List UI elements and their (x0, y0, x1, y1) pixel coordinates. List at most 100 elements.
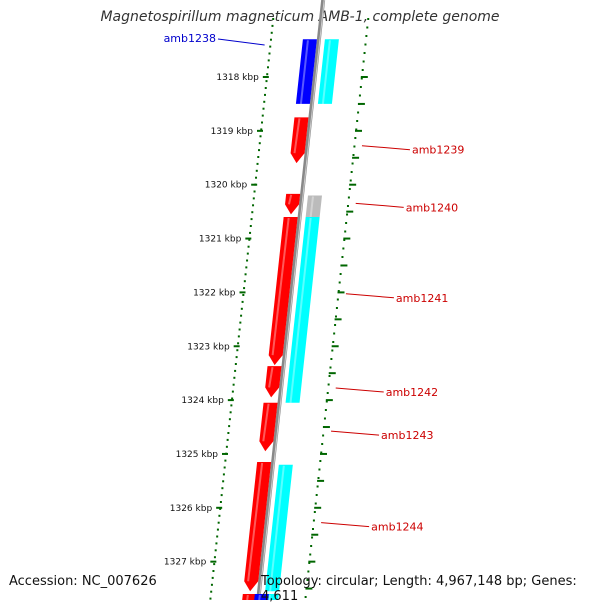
feature-highlight (289, 217, 312, 403)
ruler-dot (314, 502, 317, 505)
ruler-dot (211, 576, 214, 579)
gene-name: amb1242 (386, 386, 438, 399)
ruler-dot (312, 519, 315, 522)
ruler-dot (362, 60, 365, 63)
feature-highlight (309, 196, 314, 218)
ruler-dot (216, 535, 219, 538)
ruler-dot (269, 38, 272, 41)
ruler-dot (266, 73, 269, 76)
feature-forward-gene (254, 593, 269, 600)
feature-body (259, 402, 278, 452)
ruler-dot (354, 137, 357, 139)
feature-highlight (268, 367, 274, 388)
ruler-dot (309, 553, 312, 556)
ruler-dot (328, 375, 331, 377)
ruler-dot (258, 149, 261, 152)
gene-name: amb1243 (381, 429, 433, 442)
ruler-dot (342, 247, 345, 250)
leader-line (345, 293, 394, 299)
ruler-dot (345, 222, 348, 224)
ruler-dot (269, 45, 272, 48)
ruler-dot (331, 349, 334, 352)
ruler-dot (239, 321, 242, 324)
feature-body (285, 193, 301, 215)
ruler-dot (366, 26, 369, 29)
feature-reverse-cds (317, 39, 339, 105)
kbp-label: 1322 kbp (193, 288, 236, 298)
ruler-dot (307, 570, 310, 573)
feature-highlight (247, 462, 264, 582)
ruler-dot (311, 528, 314, 530)
feature-highlight (262, 403, 270, 442)
ruler-dot (365, 35, 368, 37)
ruler-dot (361, 69, 364, 71)
ruler-dot (219, 501, 222, 503)
ruler-dot (319, 460, 322, 462)
feature-other-feature (305, 195, 322, 218)
kbp-label: 1319 kbp (211, 127, 254, 137)
ruler-dot (322, 434, 325, 437)
kbp-label: 1321 kbp (199, 235, 242, 245)
ruler-dot (359, 86, 362, 88)
ruler-dot (341, 256, 344, 258)
ruler-dot (231, 397, 234, 400)
ruler-dot (224, 459, 227, 462)
ruler-dot (320, 451, 323, 454)
ruler-dot (235, 356, 238, 359)
ruler-dot (236, 349, 239, 352)
feature-body (268, 217, 298, 366)
gene-label-amb1243: amb1243 (331, 429, 433, 442)
ruler-dot (228, 418, 231, 421)
ruler-dot (230, 404, 233, 407)
ruler-dot (261, 121, 264, 124)
ruler-dot (260, 128, 263, 131)
ruler-dot (263, 93, 266, 96)
ruler-dot (337, 290, 340, 292)
ruler-dot (243, 280, 246, 283)
map-title: Magnetospirillum magneticum AMB-1, compl… (100, 9, 500, 25)
feature-highlight (321, 40, 331, 105)
ruler-dot (350, 171, 353, 173)
gene-label-amb1238: amb1238 (164, 32, 265, 46)
ruler-dot (271, 24, 274, 27)
kbp-tick: 1323 kbp (187, 342, 339, 375)
ruler-dot (324, 409, 327, 411)
ruler-dot (334, 315, 337, 318)
ruler-dot (243, 287, 246, 290)
ruler-dot (334, 324, 337, 326)
kbp-label: 1324 kbp (181, 396, 224, 406)
feature-forward-cds (265, 366, 282, 398)
ruler-dot (221, 487, 224, 490)
ruler-dot (326, 392, 329, 394)
genome-backbone (256, 0, 326, 600)
leader-line (331, 430, 380, 436)
ruler-dot (268, 52, 271, 55)
ruler-dot (357, 111, 360, 114)
ruler-dot (225, 445, 228, 448)
ruler-dot (216, 528, 219, 531)
ruler-dot (234, 363, 237, 365)
feature-forward-gene (295, 39, 317, 105)
feature-highlight (258, 594, 261, 600)
feature-body (244, 462, 272, 592)
kbp-label: 1325 kbp (176, 450, 219, 460)
feature-body (305, 195, 322, 218)
feature-reverse-cds (265, 464, 293, 592)
ruler-dot (327, 383, 330, 386)
feature-forward-cds (244, 462, 272, 592)
leader-line (361, 145, 410, 151)
ruler-dot (304, 596, 307, 598)
ruler-dot (346, 213, 349, 216)
gene-label-amb1242: amb1242 (335, 386, 438, 399)
ruler-dot (249, 225, 252, 227)
ruler-dot (237, 342, 240, 345)
leader-line (321, 522, 370, 528)
feature-forward-cds (290, 117, 309, 164)
ruler-dot (213, 563, 216, 566)
leader-line (217, 38, 265, 46)
ruler-dot (246, 252, 249, 255)
feature-highlight (271, 217, 290, 356)
ruler-dot (234, 369, 237, 372)
ruler-dot (335, 307, 338, 309)
backbone-line (256, 0, 326, 600)
